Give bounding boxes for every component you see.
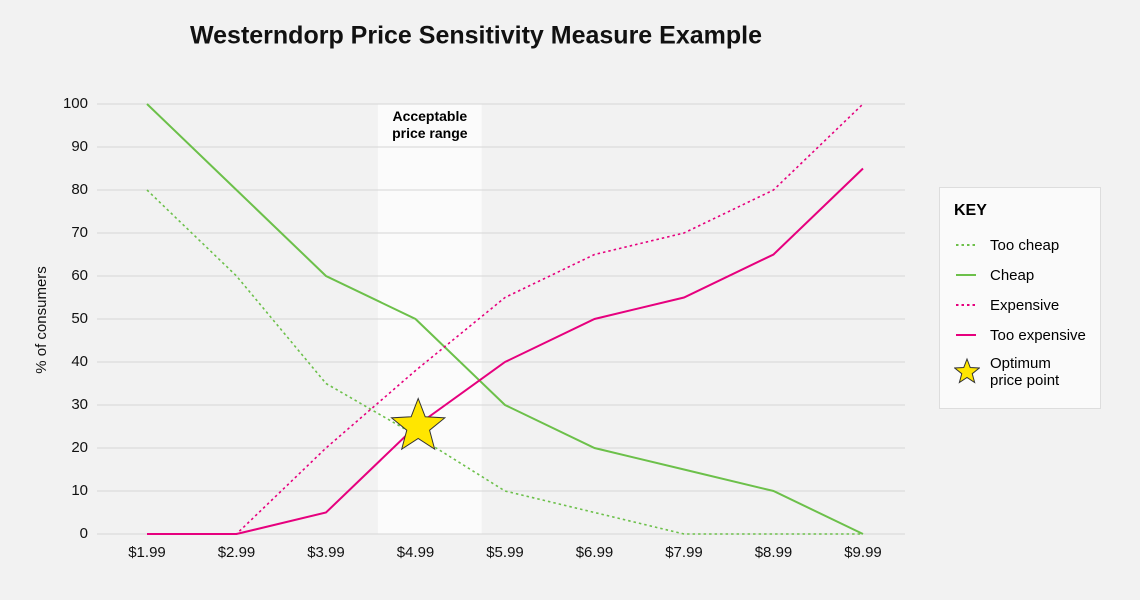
legend-label: Cheap [990,266,1035,284]
x-tick-label: $1.99 [128,544,166,561]
legend-label: Too expensive [990,326,1086,344]
y-tick-label: 10 [71,482,88,499]
legend-label: Expensive [990,296,1060,314]
legend-swatch [956,304,976,306]
y-tick-label: 70 [71,224,88,241]
legend-item: Too expensive [954,320,1086,350]
legend-item: Expensive [954,290,1086,320]
series-line [146,189,863,535]
x-tick-label: $7.99 [665,544,703,561]
y-tick-label: 30 [71,396,88,413]
x-tick-label: $6.99 [576,544,614,561]
legend-swatch [954,357,980,384]
legend-swatch [956,244,976,246]
legend-item: Too cheap [954,230,1086,260]
series-line [147,103,864,535]
legend-label: Optimum price point [990,355,1060,389]
y-tick-label: 100 [63,95,88,112]
x-tick-label: $2.99 [218,544,256,561]
legend-label: Too cheap [990,236,1060,254]
legend-swatch [956,334,976,336]
legend-item: Cheap [954,260,1086,290]
x-tick-label: $4.99 [397,544,435,561]
legend-title: KEY [954,202,987,219]
series-line [147,167,864,535]
y-tick-label: 60 [71,267,88,284]
legend-star [954,357,980,384]
x-tick-label: $9.99 [844,544,882,561]
y-tick-label: 90 [71,138,88,155]
legend: KEY Too cheap Cheap Expensive Too expensive… [939,187,1101,409]
chart-title: Westerndorp Price Sensitivity Measure Ex… [190,22,762,50]
band-label: Acceptable price range [392,108,468,141]
legend-item: Optimum price point [954,350,1086,394]
y-axis-title: % of consumers [33,266,50,374]
x-tick-label: $8.99 [755,544,793,561]
legend-swatch [956,274,976,276]
y-tick-label: 40 [71,353,88,370]
x-tick-label: $5.99 [486,544,524,561]
y-tick-label: 50 [71,310,88,327]
optimum-star [390,397,447,451]
y-tick-label: 80 [71,181,88,198]
y-tick-label: 20 [71,439,88,456]
x-tick-label: $3.99 [307,544,345,561]
y-tick-label: 0 [80,525,88,542]
series-line [146,103,864,535]
